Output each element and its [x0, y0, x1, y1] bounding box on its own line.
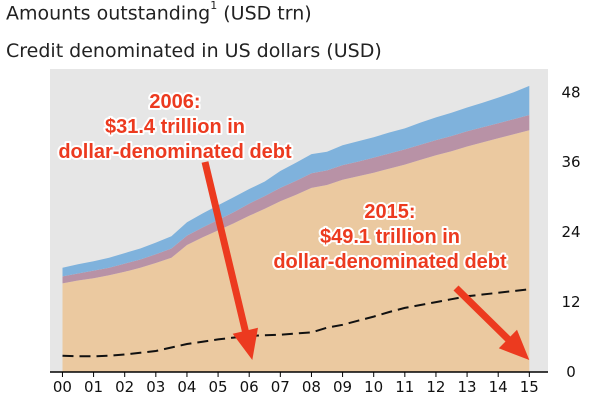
x-tick-label: 13 — [458, 378, 477, 396]
annotation-line: 2006: — [149, 91, 200, 113]
y-tick-label: 48 — [561, 83, 580, 101]
y-tick-label: 36 — [561, 153, 580, 171]
area-series-1 — [62, 130, 530, 372]
chart-title-unit: (USD trn) — [223, 2, 312, 25]
chart-subtitle: Credit denominated in US dollars (USD) — [6, 40, 382, 62]
x-tick-label: 12 — [426, 378, 445, 396]
dashed-series-line — [62, 288, 530, 358]
annotation-arrow — [453, 285, 530, 360]
area-series-3 — [62, 85, 530, 277]
x-tick-label: 14 — [489, 378, 508, 396]
x-tick-label: 00 — [53, 378, 72, 396]
x-tick-label: 03 — [146, 378, 165, 396]
chart-title-text: Amounts outstanding — [6, 2, 211, 25]
y-tick-label: 24 — [561, 223, 580, 241]
area-series-2 — [62, 115, 530, 284]
chart-title: Amounts outstanding1 (USD trn) — [6, 0, 312, 25]
x-tick-label: 06 — [240, 378, 259, 396]
x-tick-label: 02 — [115, 378, 134, 396]
x-tick-label: 07 — [271, 378, 290, 396]
x-tick-label: 09 — [333, 378, 352, 396]
annotation-line: $49.1 trillion in — [320, 226, 460, 248]
title-footnote-marker: 1 — [210, 0, 218, 12]
annotation-line: dollar-denominated debt — [58, 141, 292, 163]
x-tick-label: 08 — [302, 378, 321, 396]
x-tick-label: 15 — [520, 378, 539, 396]
annotation-line: $31.4 trillion in — [105, 116, 245, 138]
x-tick-label: 01 — [84, 378, 103, 396]
x-tick-label: 04 — [177, 378, 196, 396]
y-tick-label: 0 — [566, 363, 576, 381]
annotation-arrow — [201, 161, 258, 360]
annotation-line: 2015: — [364, 201, 415, 223]
annotation-label: 2015: $49.1 trillion in dollar-denominated… — [273, 201, 507, 273]
y-tick-label: 12 — [561, 293, 580, 311]
x-tick-label: 11 — [395, 378, 414, 396]
x-tick-label: 05 — [209, 378, 228, 396]
annotation-line: dollar-denominated debt — [273, 251, 507, 273]
annotation-label: 2006: $31.4 trillion in dollar-denominated… — [58, 91, 292, 163]
x-tick-label: 10 — [364, 378, 383, 396]
